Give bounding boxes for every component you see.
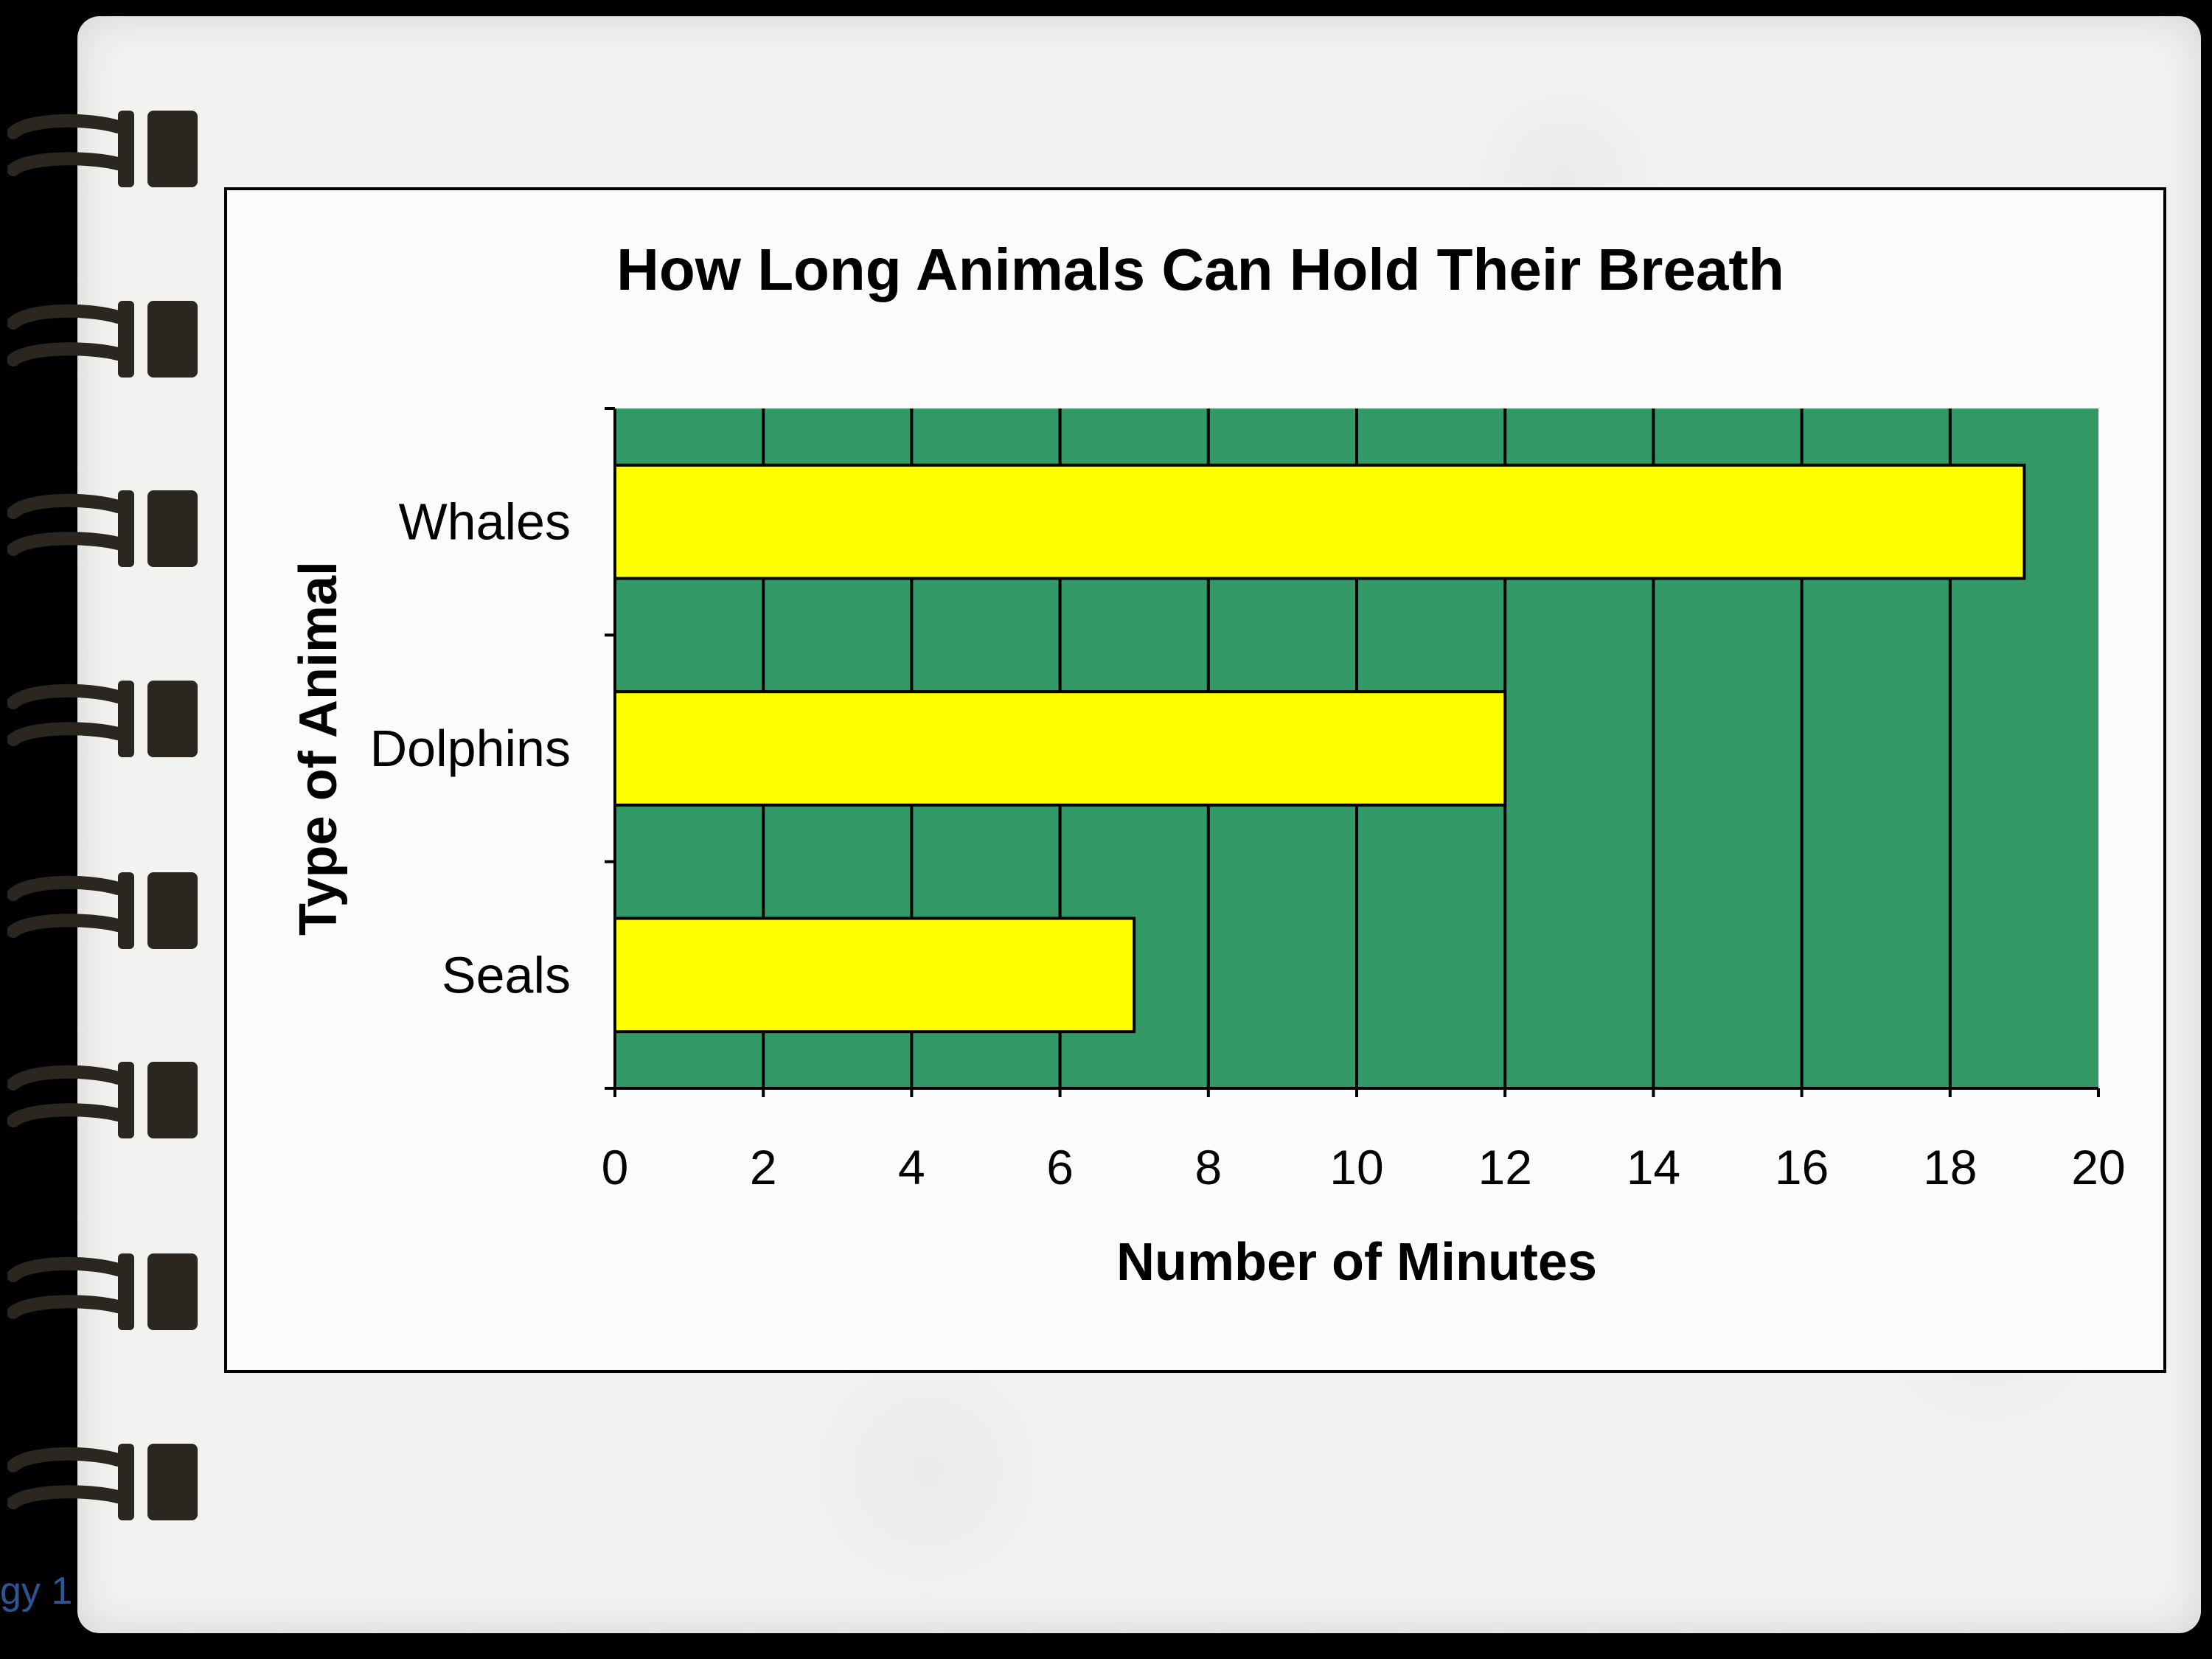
x-tick-label: 12 — [1478, 1140, 1531, 1194]
binder-ring-icon — [7, 1444, 203, 1525]
chart-frame: 0 2 4 6 8 10 12 14 16 18 20 Whales Dolphins Seals How … — [224, 187, 2166, 1373]
slide-footer-text: gy 1 — [0, 1570, 73, 1613]
category-label: Dolphins — [370, 720, 571, 777]
chart-title: How Long Animals Can Hold Their Breath — [616, 237, 1784, 302]
x-tick-label: 16 — [1775, 1140, 1829, 1194]
binder-ring-icon — [7, 111, 203, 192]
binder-ring-icon — [7, 1253, 203, 1335]
bar-dolphins — [613, 690, 1507, 807]
binder-ring-icon — [7, 301, 203, 382]
bar-chart: 0 2 4 6 8 10 12 14 16 18 20 Whales Dolphins Seals How … — [289, 237, 2126, 1292]
binder-ring-icon — [7, 872, 203, 953]
x-tick-label: 10 — [1329, 1140, 1383, 1194]
category-label: Whales — [399, 493, 571, 551]
x-tick-label: 2 — [750, 1140, 777, 1194]
x-tick-label: 6 — [1046, 1140, 1074, 1194]
y-axis-title: Type of Animal — [289, 561, 348, 936]
binder-ring-icon — [7, 490, 203, 571]
x-axis-title: Number of Minutes — [1116, 1233, 1597, 1292]
x-tick-label: 4 — [898, 1140, 925, 1194]
bar-whales — [613, 463, 2026, 580]
category-label: Seals — [442, 946, 571, 1004]
x-tick-label: 0 — [602, 1140, 629, 1194]
x-tick-label: 14 — [1627, 1140, 1680, 1194]
x-tick-label: 20 — [2071, 1140, 2125, 1194]
x-tick-label: 8 — [1194, 1140, 1222, 1194]
x-tick-label: 18 — [1923, 1140, 1977, 1194]
binder-ring-icon — [7, 681, 203, 762]
binder-ring-icon — [7, 1062, 203, 1143]
bar-seals — [613, 917, 1136, 1034]
